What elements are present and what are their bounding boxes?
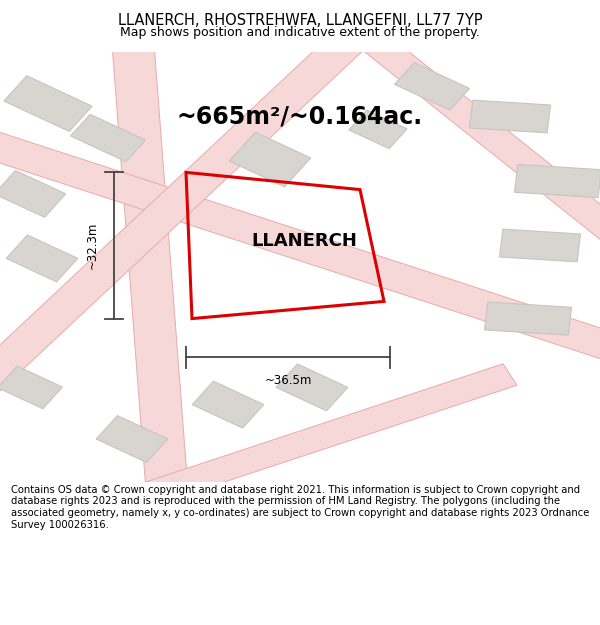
Text: ~665m²/~0.164ac.: ~665m²/~0.164ac. xyxy=(177,104,423,129)
Polygon shape xyxy=(71,114,145,162)
Polygon shape xyxy=(0,366,62,409)
Polygon shape xyxy=(4,76,92,131)
Polygon shape xyxy=(499,229,581,262)
Text: Map shows position and indicative extent of the property.: Map shows position and indicative extent… xyxy=(120,26,480,39)
Polygon shape xyxy=(348,22,600,253)
Polygon shape xyxy=(514,164,600,198)
Polygon shape xyxy=(229,132,311,187)
Text: ~32.3m: ~32.3m xyxy=(86,222,99,269)
Polygon shape xyxy=(276,364,348,411)
Polygon shape xyxy=(349,110,407,149)
Polygon shape xyxy=(0,125,600,366)
Text: LLANERCH, RHOSTREHWFA, LLANGEFNI, LL77 7YP: LLANERCH, RHOSTREHWFA, LLANGEFNI, LL77 7… xyxy=(118,13,482,28)
Text: ~36.5m: ~36.5m xyxy=(265,374,311,388)
Polygon shape xyxy=(111,29,189,504)
Polygon shape xyxy=(395,62,469,110)
Polygon shape xyxy=(192,381,264,428)
Polygon shape xyxy=(6,235,78,282)
Text: Contains OS data © Crown copyright and database right 2021. This information is : Contains OS data © Crown copyright and d… xyxy=(11,485,589,529)
Polygon shape xyxy=(96,416,168,462)
Polygon shape xyxy=(113,364,517,514)
Polygon shape xyxy=(484,302,572,335)
Polygon shape xyxy=(0,22,376,404)
Polygon shape xyxy=(0,171,66,217)
Polygon shape xyxy=(469,100,551,133)
Text: LLANERCH: LLANERCH xyxy=(251,232,358,250)
